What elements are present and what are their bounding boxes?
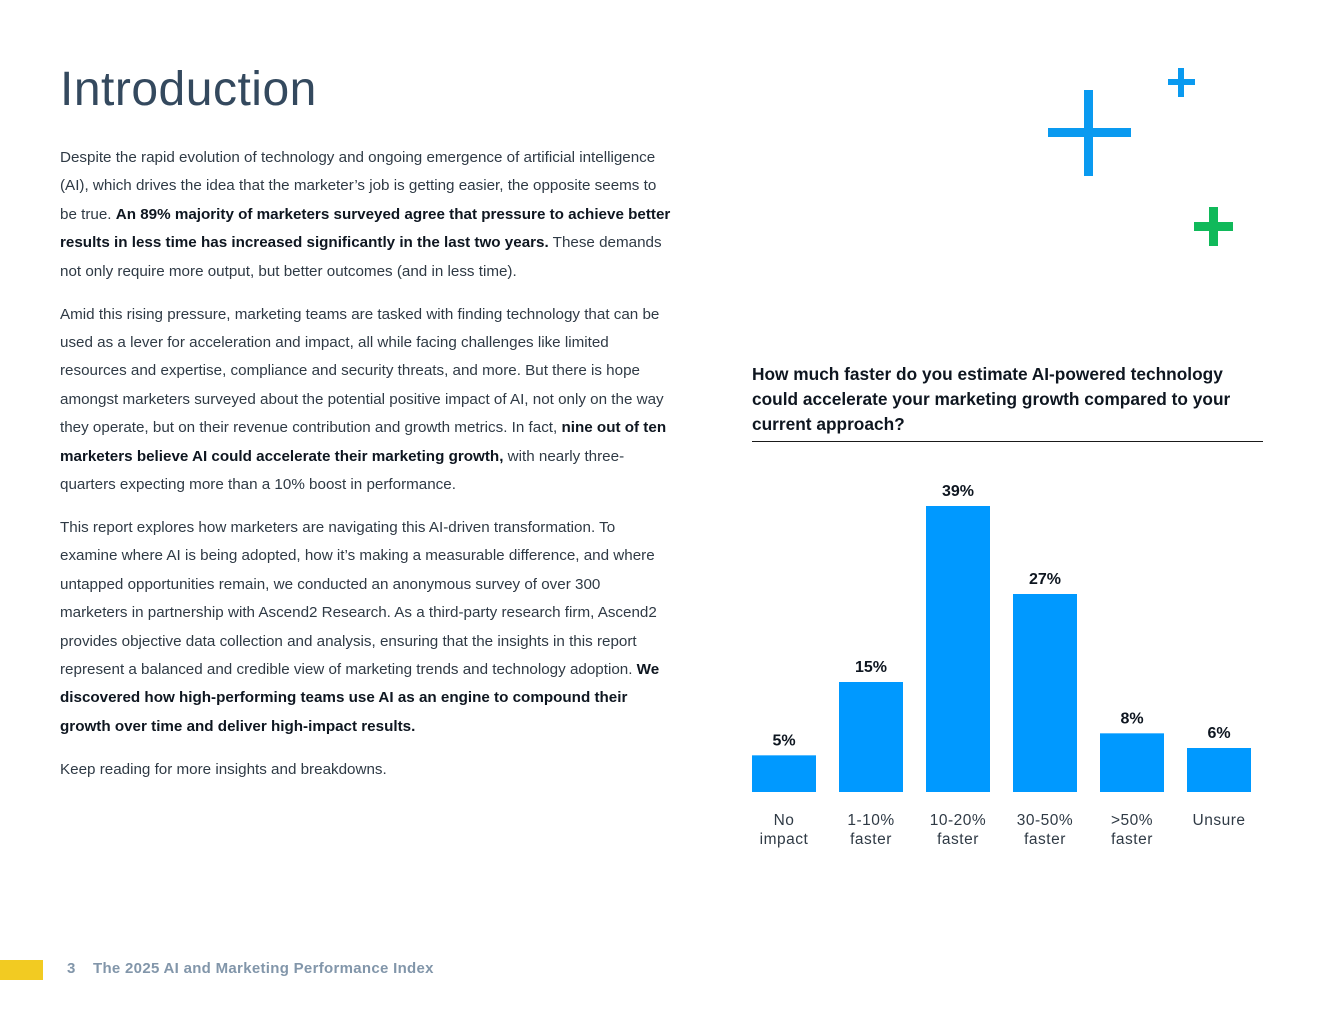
paragraph-4: Keep reading for more insights and break…: [60, 756, 672, 784]
paragraph-4-text: Keep reading for more insights and break…: [60, 760, 387, 778]
paragraph-2-highlight: nine out of ten marketers believe AI cou…: [60, 419, 667, 465]
category-label: 10-20% faster: [930, 812, 986, 848]
bar-value-label: 39%: [942, 483, 974, 500]
bar-2: [926, 506, 990, 792]
bar-4: [1100, 733, 1164, 792]
paragraph-1-text-end: These demands not only require more outp…: [60, 234, 662, 280]
category-label: No impact: [760, 812, 809, 848]
category-label: 1-10% faster: [847, 812, 894, 848]
paragraph-2-text: Amid this rising pressure, marketing tea…: [60, 305, 664, 437]
acceleration-bar-chart: 5% No impact 15% 1-10% faster 39% 10-20% faster 2…: [752, 483, 1251, 848]
bar-value-label: 15%: [855, 659, 887, 676]
bar-0: [752, 755, 816, 792]
category-label: 30-50% faster: [1017, 812, 1073, 848]
bar-value-label: 8%: [1120, 710, 1143, 727]
paragraph-1: Despite the rapid evolution of technolog…: [60, 144, 672, 286]
bar-value-label: 5%: [772, 732, 795, 749]
chart-title-divider: [752, 441, 1263, 442]
category-label: Unsure: [1193, 812, 1246, 829]
bar-value-label: 6%: [1207, 725, 1230, 742]
paragraph-3-text: This report explores how marketers are n…: [60, 518, 657, 678]
page-number: 3: [67, 960, 76, 977]
large-blue-plus-icon: [1048, 90, 1131, 176]
green-plus-icon: [1194, 207, 1233, 246]
paragraph-2-text-end: with nearly three-quarters expecting mor…: [60, 447, 625, 493]
paragraph-1-highlight: An 89% majority of marketers surveyed ag…: [60, 205, 671, 252]
report-title: The 2025 AI and Marketing Performance In…: [93, 960, 434, 977]
page-title: Introduction: [60, 63, 317, 116]
chart-question-title: How much faster do you estimate AI-power…: [752, 364, 1231, 434]
paragraph-1-text: Despite the rapid evolution of technolog…: [60, 149, 657, 223]
bar-5: [1187, 748, 1251, 792]
category-label: >50% faster: [1111, 812, 1153, 848]
small-blue-plus-icon: [1168, 68, 1195, 97]
paragraph-3-highlight: We discovered how high-performing teams …: [60, 660, 660, 735]
paragraph-3: This report explores how marketers are n…: [60, 514, 672, 741]
bar-3: [1013, 594, 1077, 792]
paragraph-2: Amid this rising pressure, marketing tea…: [60, 301, 672, 500]
bar-value-label: 27%: [1029, 571, 1061, 588]
bar-1: [839, 682, 903, 792]
footer-accent-bar: [0, 960, 43, 980]
intro-body: Despite the rapid evolution of technolog…: [60, 144, 672, 799]
